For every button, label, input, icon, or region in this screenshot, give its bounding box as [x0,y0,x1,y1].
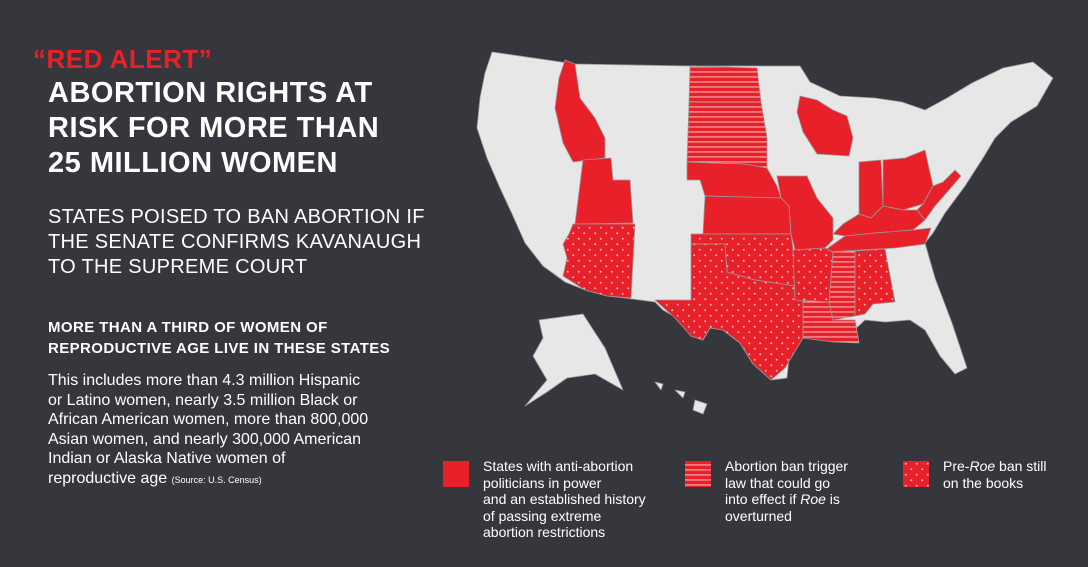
legend-solid-line-2: politicians in power [483,474,602,491]
legend-stripes-line-2: law that could go [725,474,831,491]
us-map-svg [476,51,1054,415]
state-kansas [702,195,792,235]
state-arkansas [792,247,834,303]
legend-solid-line-5: abortion restrictions [483,524,606,540]
legend-dots-line-1: Pre-Roe ban still [943,458,1083,475]
state-north-dakota [688,65,762,103]
alaska [524,313,624,407]
legend-solid-line-3: and an established history [483,491,646,507]
us-map [455,38,1065,428]
state-mississippi [828,250,856,321]
headline-line-1: ABORTION RIGHTS AT [48,77,373,109]
red-alert-label: “RED ALERT” [33,44,213,74]
stat-body-line-3: African American women, more than 800,00… [48,411,369,428]
headline-block: “RED ALERT” ABORTION RIGHTS AT RISK FOR … [33,44,453,181]
legend-stripes-roe: Roe [800,491,826,507]
stat-body-line-1: This includes more than 4.3 million Hisp… [48,372,361,389]
subheading-line-3: TO THE SUPREME COURT [48,256,308,278]
stat-heading-line-2: REPRODUCTIVE AGE LIVE IN THESE STATES [48,340,391,357]
state-west-virginia [916,169,962,221]
state-wisconsin [796,95,854,157]
stat-body: This includes more than 4.3 million Hisp… [48,371,428,490]
hawaii [654,381,708,415]
stat-body-line-6-text: reproductive age [48,469,168,487]
legend-stripes-line-3: into effect if Roe is [725,491,840,507]
legend-dots-roe: Roe [969,458,996,474]
legend-dots-prefix: Pre- [943,458,970,474]
state-alabama [854,248,896,317]
legend-stripes-line-1: Abortion ban trigger [725,458,848,474]
subheading-line-2: THE SENATE CONFIRMS KAVANAUGH [48,231,422,253]
stat-body-line-5: Indian or Alaska Native women of [48,450,286,467]
legend-stripes-swatch [685,461,711,487]
state-south-dakota [686,101,768,169]
subheading-line-1: STATES POISED TO BAN ABORTION IF [48,206,425,228]
legend-solid-line-4: of passing extreme [483,507,602,524]
headline-line-2: RISK FOR MORE THAN [48,112,380,144]
legend-stripes-label: Abortion ban trigger law that could go i… [725,458,885,524]
legend-dots-line-1-text: ban still [995,458,1047,474]
main-headline: ABORTION RIGHTS AT RISK FOR MORE THAN 25… [48,76,453,181]
source-note: (Source: U.S. Census) [171,474,262,485]
legend-stripes-line-3-text: into effect if [725,491,797,507]
legend-solid-line-1: States with anti-abortion [483,458,634,474]
state-idaho [554,59,606,163]
legend-solid-label: States with anti-abortion politicians in… [483,458,673,541]
state-texas [654,243,804,381]
stat-body-line-6: reproductive age (Source: U.S. Census) [48,469,428,491]
stat-body-line-2: or Latino women, nearly 3.5 million Blac… [48,391,358,409]
state-arizona [562,223,636,299]
legend-solid-swatch [443,461,469,487]
legend-stripes-line-4: overturned [725,507,792,524]
subheading: STATES POISED TO BAN ABORTION IF THE SEN… [48,205,448,280]
state-tennessee [824,227,932,253]
legend-dots-swatch [903,461,929,487]
legend-dots-label: Pre-Roe ban still on the books [943,458,1083,491]
state-louisiana [794,299,860,344]
stat-heading-line-1: MORE THAN A THIRD OF WOMEN OF [48,319,328,336]
headline-line-3: 25 MILLION WOMEN [48,147,338,179]
stat-heading: MORE THAN A THIRD OF WOMEN OF REPRODUCTI… [48,317,448,359]
stat-body-line-4: Asian women, and nearly 300,000 American [48,430,362,448]
legend-dots-line-2: on the books [943,474,1024,491]
